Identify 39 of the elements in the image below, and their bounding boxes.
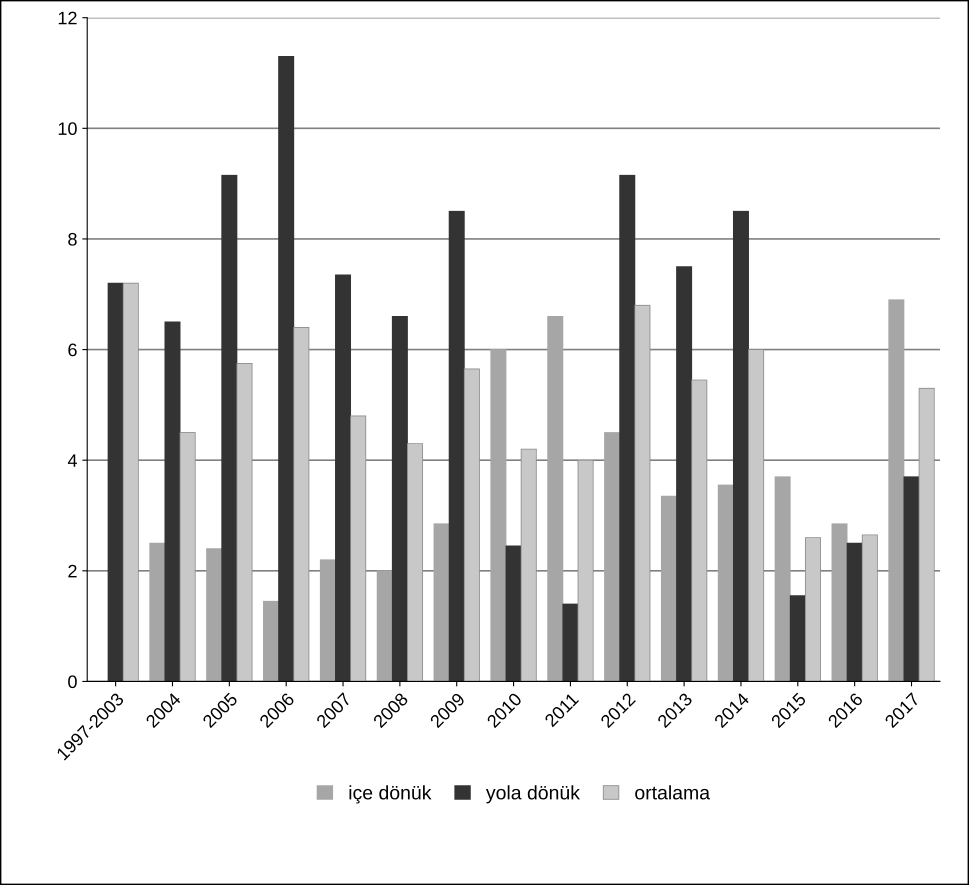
bar (604, 432, 620, 682)
y-tick-label: 4 (68, 454, 77, 467)
bar (562, 604, 578, 682)
bar (732, 210, 749, 682)
bar (790, 595, 806, 682)
legend-label: ortalama (635, 785, 710, 800)
y-tick-label: 12 (58, 12, 77, 24)
bar (263, 600, 280, 682)
bar (718, 484, 734, 682)
bar (660, 496, 677, 682)
y-tick-label: 10 (58, 122, 77, 136)
bar (335, 274, 352, 682)
bar (490, 349, 506, 682)
bar (320, 559, 336, 682)
bar (164, 322, 180, 682)
bar (888, 299, 904, 682)
bar (108, 282, 124, 682)
bar (434, 523, 450, 682)
y-tick-label: 0 (68, 675, 77, 688)
bar (676, 266, 692, 682)
bar (149, 542, 166, 682)
legend-label: içe dönük (350, 785, 432, 804)
bar (832, 523, 848, 682)
y-tick-label: 6 (68, 344, 77, 356)
bar (448, 210, 465, 682)
bar (774, 476, 791, 682)
bar (221, 174, 238, 682)
bar (506, 546, 522, 682)
y-tick-label: 2 (68, 564, 77, 578)
bar (278, 56, 294, 682)
y-tick-label: 8 (68, 232, 77, 246)
bar (846, 542, 863, 682)
bar (619, 174, 636, 682)
bar (376, 570, 393, 682)
bar (547, 316, 564, 682)
bar (392, 316, 408, 682)
legend-label: yola dönük (486, 785, 580, 804)
bar (206, 548, 222, 682)
bar (904, 476, 920, 682)
